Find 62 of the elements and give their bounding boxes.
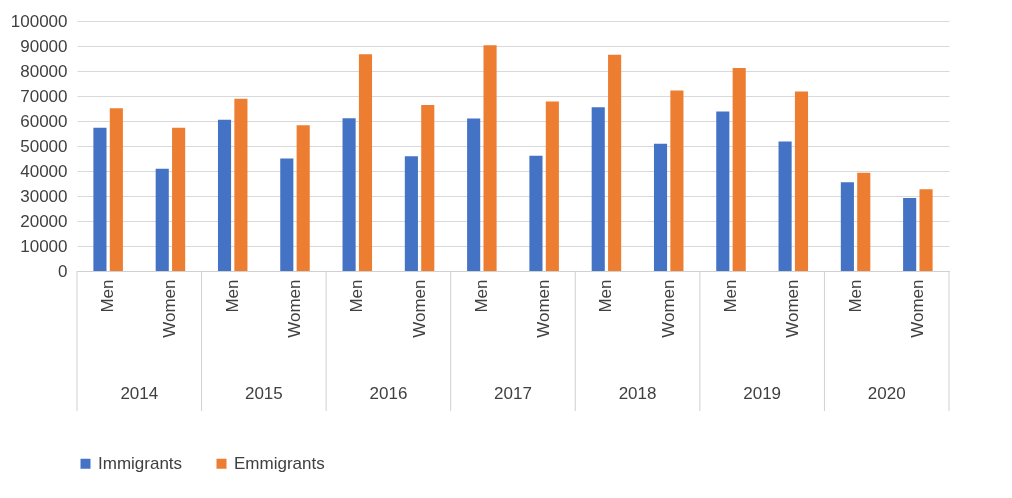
x-tick-label: Men [347,279,367,313]
text: 2017 [494,384,532,403]
x-tick-label: Men [596,279,616,313]
y-tick-label: 90000 [20,36,68,56]
y-tick-label: 40000 [20,161,68,181]
bar [857,172,871,271]
x-tick-label: Men [721,279,740,313]
bar [794,91,809,271]
y-tick-label: 80000 [20,61,68,81]
bar [155,168,169,271]
bar [545,101,559,271]
text: 2015 [244,384,283,403]
y-tick-label: 70000 [20,86,68,106]
bar [840,182,854,271]
bar [467,118,481,271]
bar [732,68,746,271]
bar [670,90,684,271]
x-tick-label: Men [98,279,118,313]
bar [483,45,497,271]
y-tick-label: 0 [58,261,68,281]
y-tick-label: 50000 [20,136,68,156]
bar [342,118,356,271]
text: 2018 [618,384,657,403]
bar [778,141,792,271]
bar [608,54,622,271]
x-tick-label: Men [845,279,865,313]
bar [93,127,107,271]
x-tick-label: Women [658,279,678,338]
y-tick-label: 20000 [20,211,68,231]
bar [109,108,123,271]
x-tick-label: Women [409,279,429,338]
x-tick-label: Women [534,279,554,338]
bar [421,105,435,271]
bar [591,107,605,271]
text: 2014 [120,384,159,403]
bar [903,198,917,271]
bar [529,155,543,271]
text: 2019 [743,384,782,403]
bar [404,156,418,271]
x-tick-label: Men [222,279,242,313]
x-tick-label: Women [783,279,803,338]
bar [280,158,294,271]
bar [234,98,248,271]
text: 2016 [369,384,408,403]
y-tick-label: 30000 [20,186,68,206]
text: 2020 [867,384,906,403]
legend-label: Immigrants [98,453,183,473]
bar [296,125,310,271]
bar [919,189,933,271]
bar [653,143,668,271]
bar [172,127,186,271]
x-tick-label: Women [285,279,304,338]
y-tick-label: 60000 [20,111,68,131]
x-tick-label: Men [471,279,491,313]
legend-label: Emmigrants [234,453,325,473]
bar [217,119,232,271]
y-tick-label: 100000 [10,11,68,31]
x-tick-label: Women [907,279,927,338]
bar [716,111,730,271]
bar [358,54,373,271]
y-tick-label: 10000 [20,236,68,256]
x-tick-label: Women [160,279,180,338]
